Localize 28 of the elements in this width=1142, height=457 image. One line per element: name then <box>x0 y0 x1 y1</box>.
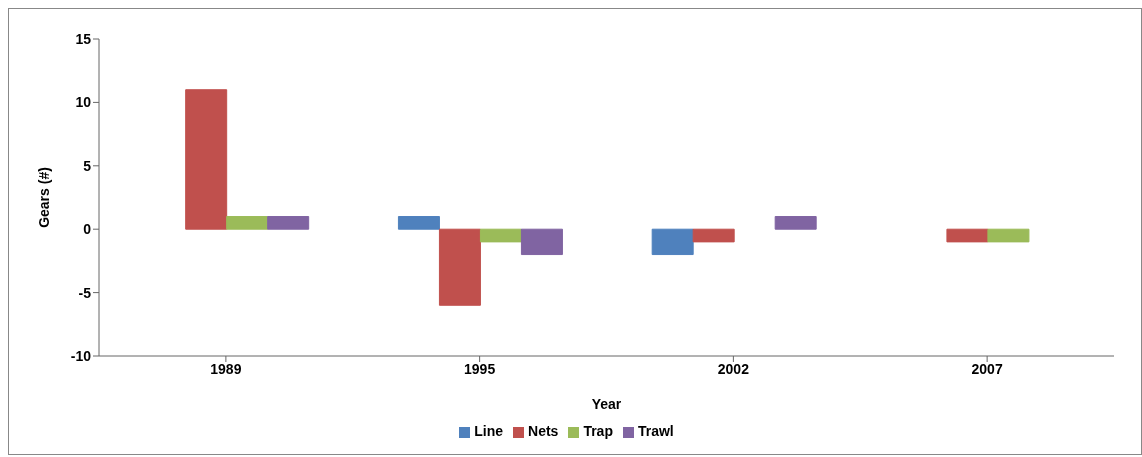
x-tick-label: 2002 <box>717 360 750 377</box>
y-axis-title: Gears (#) <box>35 167 52 228</box>
bar <box>479 228 522 243</box>
bar <box>267 216 310 230</box>
legend-label: Trawl <box>637 423 674 439</box>
x-tick-label: 1995 <box>464 360 496 377</box>
x-axis-title: Year <box>591 396 622 412</box>
y-tick-label: 10 <box>75 94 92 111</box>
x-tick-label: 1989 <box>210 360 242 377</box>
y-tick-label: 0 <box>83 221 92 238</box>
y-tick-label: -10 <box>70 347 92 364</box>
bar <box>692 228 735 243</box>
bar <box>774 216 817 230</box>
bar <box>651 228 694 256</box>
y-tick-label: -5 <box>78 284 92 301</box>
bar <box>226 216 269 230</box>
bar <box>946 228 989 243</box>
x-tick-label: 2007 <box>971 360 1003 377</box>
legend-label: Nets <box>528 423 559 439</box>
bar <box>397 216 440 230</box>
y-tick-label: 5 <box>83 157 92 174</box>
bar <box>438 228 481 306</box>
bar <box>987 228 1030 243</box>
legend-label: Trap <box>583 423 613 439</box>
bar <box>185 89 228 230</box>
bar <box>520 228 563 256</box>
y-tick-label: 15 <box>75 30 92 47</box>
legend-label: Line <box>474 423 504 439</box>
